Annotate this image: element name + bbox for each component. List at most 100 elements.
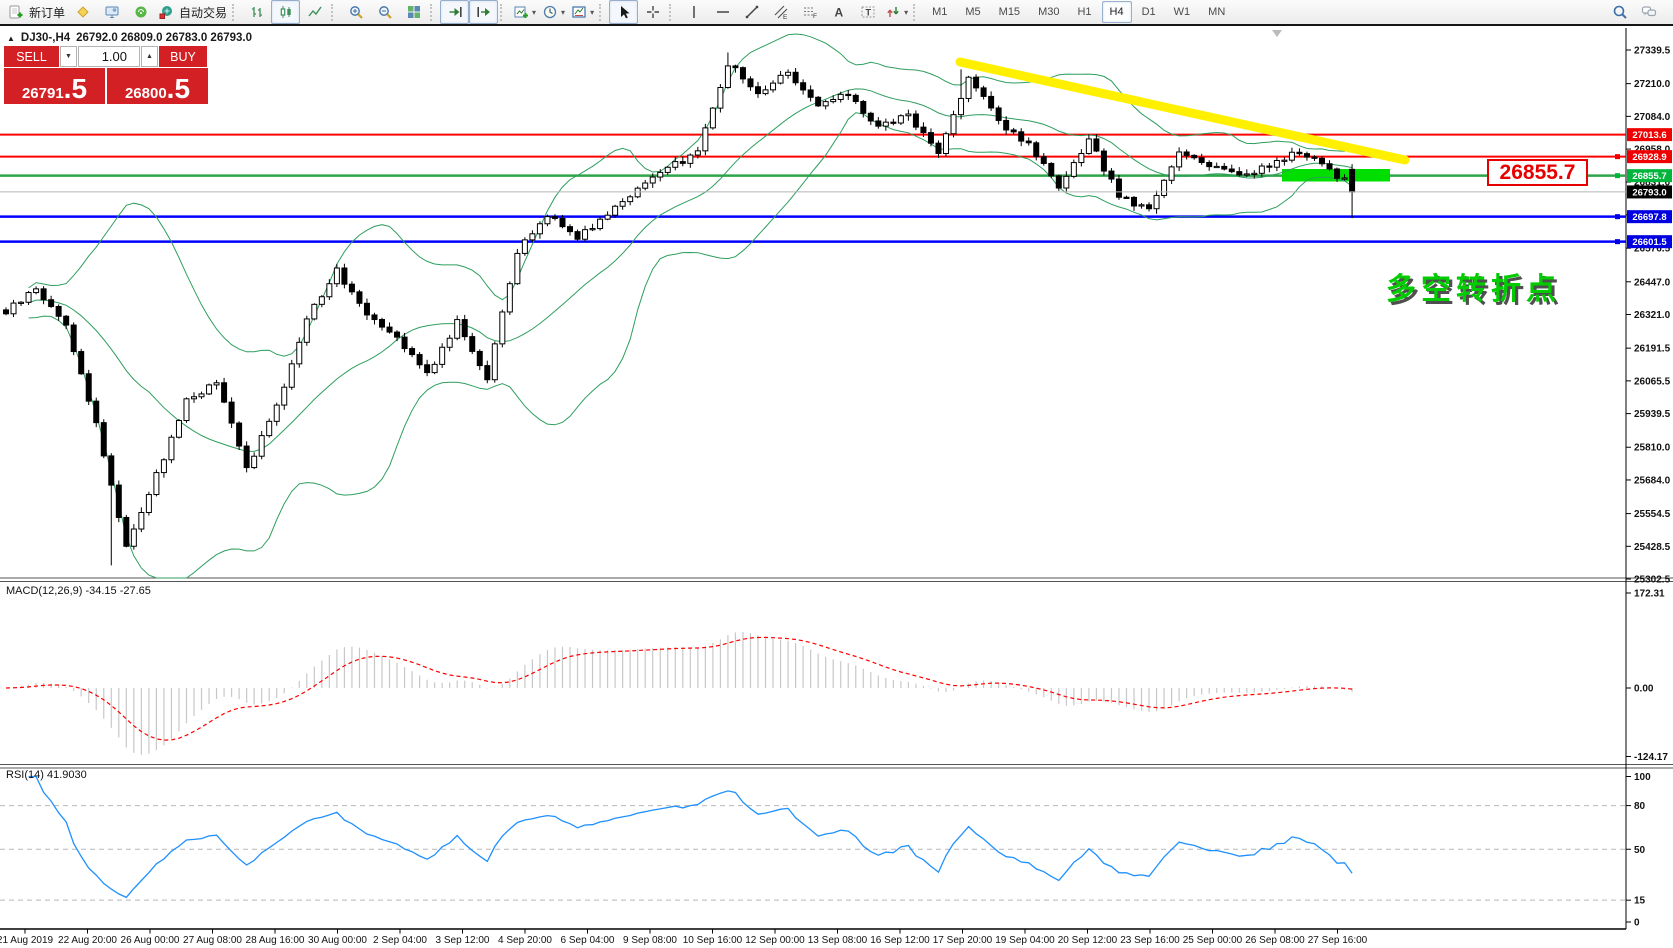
- volume-increase-button[interactable]: ▲: [141, 46, 158, 67]
- candle-body: [912, 113, 919, 128]
- candle-body: [333, 267, 340, 285]
- buy-button[interactable]: BUY: [159, 46, 207, 67]
- chart-symbol-period: DJ30-,H4: [20, 32, 71, 44]
- candle-body: [40, 288, 47, 301]
- candle-body: [1334, 168, 1341, 179]
- candlestick-chart-button[interactable]: [271, 0, 301, 24]
- timeframe-h1-button[interactable]: H1: [1077, 6, 1092, 18]
- price-tag-label: 26855.7: [1632, 171, 1666, 182]
- timeframe-mn-button[interactable]: MN: [1208, 6, 1226, 18]
- metaeditor-button[interactable]: [68, 0, 97, 24]
- candle-body: [108, 455, 115, 486]
- chart-period-button[interactable]: ▾: [539, 0, 568, 24]
- candle-body: [1266, 165, 1273, 168]
- timeframe-m15-button[interactable]: M15: [998, 6, 1021, 18]
- candle-chart-icon: [278, 4, 294, 20]
- candle-body: [266, 420, 273, 437]
- price-axis[interactable]: [1626, 28, 1673, 929]
- rsi-line: [28, 775, 1353, 899]
- candle-body: [371, 314, 378, 321]
- bar-chart-icon: [249, 4, 265, 20]
- buy-price[interactable]: 26800 .5: [107, 68, 208, 104]
- price-callout-label[interactable]: 26855.7: [1487, 159, 1588, 186]
- toolbar-separator: [331, 3, 337, 21]
- sell-price[interactable]: 26791 .5: [4, 68, 105, 104]
- signals-button[interactable]: [126, 0, 155, 24]
- new-chart-button[interactable]: ▾: [510, 0, 539, 24]
- chevron-down-icon: ▾: [532, 7, 537, 17]
- candle-body: [1115, 178, 1122, 198]
- autotrading-button[interactable]: 自动交易: [155, 0, 230, 24]
- timeframe-m30-button[interactable]: M30: [1038, 6, 1060, 18]
- vertical-line-button[interactable]: [679, 0, 708, 24]
- candle-body: [1273, 159, 1280, 168]
- timeframe-m5-button[interactable]: M5: [965, 6, 981, 18]
- bollinger-lower-band: [28, 112, 1353, 579]
- candle-body: [145, 494, 152, 513]
- candle-body: [1063, 175, 1070, 189]
- candle-body: [634, 187, 641, 198]
- candle-body: [379, 319, 385, 328]
- rsi-tick-label: 15: [1634, 896, 1646, 907]
- templates-button[interactable]: ▾: [568, 0, 597, 24]
- equidistant-channel-button[interactable]: E: [766, 0, 795, 24]
- timeframe-d1-button[interactable]: D1: [1141, 6, 1156, 18]
- trendline-object[interactable]: [955, 57, 1410, 165]
- line-chart-button[interactable]: [300, 0, 329, 24]
- chat-button[interactable]: [1634, 0, 1663, 24]
- candle-body: [168, 436, 175, 461]
- timeframe-w1-button[interactable]: W1: [1173, 6, 1191, 18]
- time-axis[interactable]: [0, 930, 1673, 948]
- candle-body: [499, 311, 506, 345]
- candle-body: [514, 252, 521, 285]
- candle-body: [536, 223, 543, 235]
- candle-body: [273, 404, 280, 422]
- toolbar-separator: [913, 3, 919, 21]
- auto-scroll-button[interactable]: [440, 0, 470, 24]
- tile-windows-button[interactable]: [399, 0, 428, 24]
- candle-body: [1281, 159, 1288, 162]
- fibonacci-button[interactable]: F: [795, 0, 824, 24]
- candle-body: [1078, 152, 1085, 164]
- candle-body: [785, 71, 792, 76]
- macd-tick-label: 0.00: [1634, 684, 1654, 695]
- crosshair-button[interactable]: [638, 0, 667, 24]
- price-tag: [1627, 185, 1672, 199]
- chart-shift-button[interactable]: [469, 0, 499, 24]
- sell-button[interactable]: SELL: [4, 46, 59, 67]
- y-tick-label: 26831.0: [1634, 178, 1671, 189]
- text-button[interactable]: A: [824, 0, 853, 24]
- timeframe-m1-button[interactable]: M1: [932, 6, 948, 18]
- price-tag: [1627, 128, 1672, 142]
- macd-signal-line: [5, 636, 1353, 741]
- volume-input[interactable]: [78, 46, 140, 67]
- horizontal-line-button[interactable]: [708, 0, 737, 24]
- candle-body: [935, 142, 942, 155]
- level-anchor-marker: [1615, 154, 1620, 160]
- x-tick-label: 28 Aug 16:00: [246, 935, 305, 946]
- zoom-in-button[interactable]: [341, 0, 370, 24]
- arrows-button[interactable]: ▾: [882, 0, 911, 24]
- bar-chart-button[interactable]: [242, 0, 271, 24]
- zoom-out-button[interactable]: [370, 0, 399, 24]
- x-tick-label: 26 Aug 00:00: [121, 935, 180, 946]
- strategy-tester-button[interactable]: [97, 0, 126, 24]
- trendline-button[interactable]: [737, 0, 766, 24]
- chart-annotation-text[interactable]: 多空转折点: [1386, 273, 1561, 306]
- candle-body: [228, 401, 235, 424]
- x-tick-label: 26 Sep 08:00: [1245, 935, 1305, 946]
- price-tag: [1627, 235, 1672, 249]
- sell-price-main: 26791: [21, 85, 64, 102]
- candle-body: [1341, 177, 1348, 180]
- candle-body: [822, 101, 829, 107]
- volume-decrease-button[interactable]: ▼: [60, 46, 77, 67]
- x-tick-label: 25 Sep 00:00: [1183, 935, 1243, 946]
- new-order-button[interactable]: 新订单: [5, 0, 68, 24]
- price-tag-label: 26601.5: [1632, 237, 1667, 248]
- text-label-button[interactable]: T: [853, 0, 882, 24]
- candle-body: [1213, 165, 1220, 169]
- search-button[interactable]: [1605, 0, 1634, 24]
- cursor-button[interactable]: [609, 0, 639, 24]
- timeframe-h4-button[interactable]: H4: [1101, 1, 1132, 23]
